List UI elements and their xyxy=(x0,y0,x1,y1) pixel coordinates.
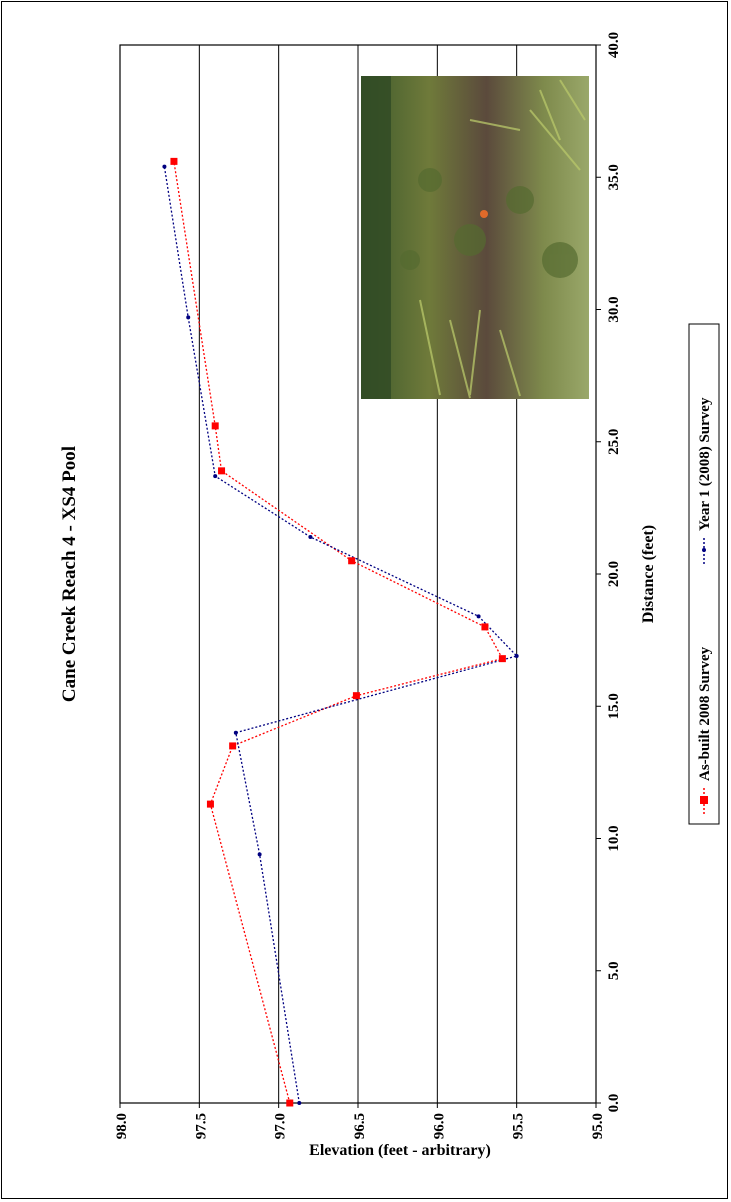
x-tick-label: 0.0 xyxy=(606,1094,622,1113)
x-tick-label: 25.0 xyxy=(606,429,622,455)
x-tick-label: 35.0 xyxy=(606,164,622,190)
y-tick-label: 95.0 xyxy=(590,1113,606,1139)
data-point-year1 xyxy=(213,474,218,479)
series-markers xyxy=(162,157,519,1107)
legend-box xyxy=(688,323,720,825)
data-point-as-built xyxy=(229,742,237,750)
data-point-year1 xyxy=(297,1101,302,1105)
data-point-as-built xyxy=(498,655,506,663)
x-axis-label: Distance (feet) xyxy=(640,525,657,623)
x-tick-label: 40.0 xyxy=(606,32,622,58)
y-tick-label: 97.5 xyxy=(193,1113,209,1139)
data-point-year1 xyxy=(233,730,238,735)
series-line-0 xyxy=(173,161,504,1104)
legend-item-year1: Year 1 (2008) Survey xyxy=(697,397,713,564)
data-point-as-built xyxy=(286,1099,294,1107)
data-point-as-built xyxy=(352,692,360,700)
vegetation-photo xyxy=(361,76,589,399)
x-tick-label: 30.0 xyxy=(606,296,622,322)
y-tick-label: 97.0 xyxy=(273,1113,289,1139)
y-tick-label: 98.0 xyxy=(114,1113,130,1139)
y-tick-label: 96.5 xyxy=(352,1113,368,1139)
data-point-year1 xyxy=(162,164,167,169)
y-tick-label: 96.0 xyxy=(431,1113,447,1139)
data-point-year1 xyxy=(257,852,262,857)
data-point-year1 xyxy=(514,653,519,658)
x-tick-label: 15.0 xyxy=(606,693,622,719)
y-tick-label: 95.5 xyxy=(511,1113,527,1139)
chart-title: Cane Creek Reach 4 - XS4 Pool xyxy=(59,446,80,702)
data-point-year1 xyxy=(186,315,191,320)
x-tick-label: 10.0 xyxy=(606,825,622,851)
data-point-as-built xyxy=(170,157,178,165)
legend: As-built 2008 Survey Year 1 (2008) Surve… xyxy=(688,323,720,825)
x-tick-label: 5.0 xyxy=(606,961,622,980)
legend-item-as-built: As-built 2008 Survey xyxy=(697,646,713,814)
axis-ticks: 95.0 95.5 96.0 96.5 97.0 97.5 98.0 0.0 5.0 10.0 15… xyxy=(114,32,622,1139)
data-point-year1 xyxy=(476,614,481,619)
data-point-as-built xyxy=(218,467,226,475)
data-point-as-built xyxy=(211,422,219,430)
x-tick-label: 20.0 xyxy=(606,561,622,587)
legend-label-year1: Year 1 (2008) Survey xyxy=(697,397,713,531)
data-point-year1 xyxy=(308,534,313,539)
plot-area xyxy=(119,44,597,1107)
data-point-as-built xyxy=(348,557,356,565)
y-axis-label: Elevation (feet - arbitrary) xyxy=(309,1142,491,1159)
data-point-as-built xyxy=(481,623,489,631)
legend-label-as-built: As-built 2008 Survey xyxy=(697,646,713,781)
data-point-as-built xyxy=(206,800,214,808)
